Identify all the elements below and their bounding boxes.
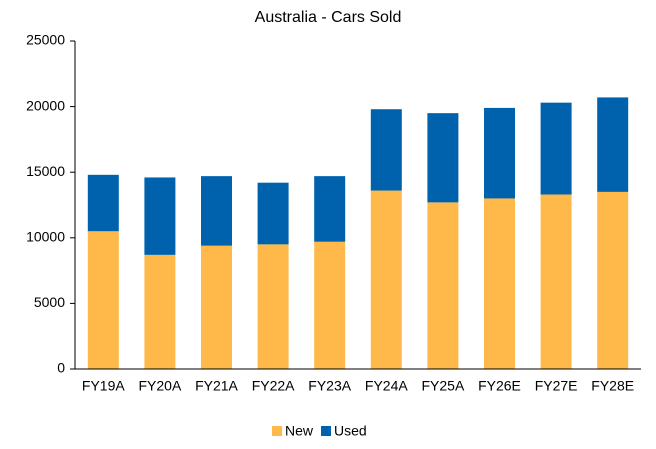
legend-swatch <box>272 426 282 436</box>
bar-segment <box>87 174 119 232</box>
y-tick-label: 15000 <box>26 163 65 179</box>
bar-segment <box>540 102 572 195</box>
bar-segment <box>87 231 119 369</box>
x-tick-label: FY24A <box>365 378 408 394</box>
x-tick-label: FY23A <box>308 378 351 394</box>
legend-label: New <box>285 423 314 439</box>
legend-swatch <box>321 426 332 436</box>
bar-segment <box>597 191 629 369</box>
bar-segment <box>484 198 515 369</box>
bar-segment <box>257 244 289 369</box>
x-tick-label: FY25A <box>421 378 464 394</box>
x-tick-label: FY27E <box>535 378 578 394</box>
x-tick-label: FY28E <box>591 378 634 394</box>
bar-segment <box>427 202 459 369</box>
x-tick-label: FY22A <box>252 378 295 394</box>
x-tick-label: FY19A <box>82 378 125 394</box>
y-tick-label: 20000 <box>26 97 65 113</box>
bar-segment <box>201 245 232 369</box>
bar-segment <box>257 182 289 245</box>
y-tick-label: 25000 <box>26 32 65 48</box>
chart-title: Australia - Cars Sold <box>255 9 402 26</box>
y-tick-label: 0 <box>57 360 65 376</box>
bar-segment <box>597 97 629 192</box>
y-tick-label: 10000 <box>26 229 65 245</box>
bar-segment <box>370 190 402 369</box>
bar-segment <box>370 109 402 191</box>
bar-segment <box>144 254 176 369</box>
bar-segment <box>201 176 232 246</box>
bar-segment <box>540 194 572 369</box>
x-tick-label: FY21A <box>195 378 238 394</box>
bar-segment <box>484 107 515 199</box>
bar-segment <box>427 113 459 203</box>
x-tick-label: FY26E <box>478 378 521 394</box>
y-tick-label: 5000 <box>34 294 65 310</box>
bar-segment <box>314 176 346 242</box>
bar-segment <box>314 241 346 369</box>
bar-segment <box>144 177 176 255</box>
x-tick-label: FY20A <box>138 378 181 394</box>
legend-label: Used <box>334 423 367 439</box>
